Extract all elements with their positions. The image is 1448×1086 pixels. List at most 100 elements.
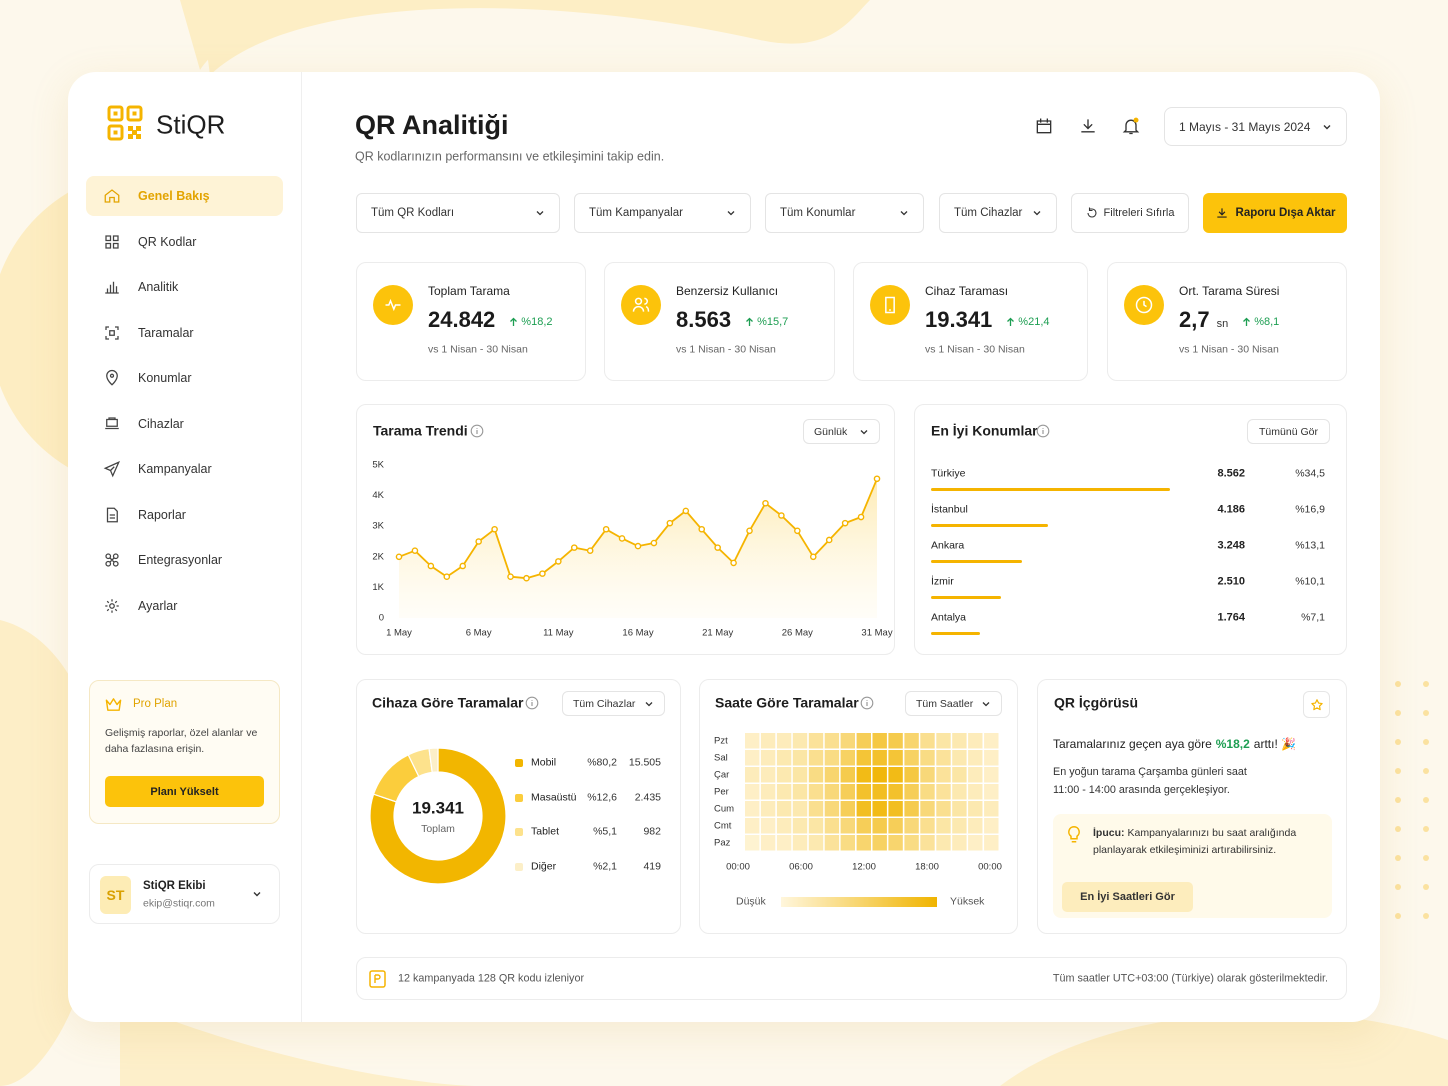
heat-cell: [792, 750, 808, 766]
heat-cell: [840, 784, 855, 800]
heat-cell: [856, 801, 871, 817]
y-tick-label: 5K: [372, 460, 384, 471]
heat-cell: [936, 818, 951, 834]
nav-item[interactable]: Cihazlar: [86, 404, 283, 444]
heat-cell: [968, 767, 983, 783]
period-dropdown[interactable]: Günlük: [803, 419, 880, 444]
legend-swatch: [515, 828, 523, 837]
heat-cell: [840, 835, 855, 851]
heat-cell: [760, 767, 776, 783]
download-icon[interactable]: [1078, 116, 1098, 136]
nav-item[interactable]: Ayarlar: [86, 586, 283, 626]
heat-cell: [952, 767, 967, 783]
trend-point: [618, 535, 626, 542]
heat-cell: [952, 801, 967, 817]
best-hours-button[interactable]: En İyi Saatleri Gör: [1062, 882, 1193, 912]
heat-cell: [936, 733, 951, 749]
calendar-icon[interactable]: [1034, 116, 1054, 136]
location-name: Ankara: [931, 539, 965, 552]
nav-item[interactable]: Konumlar: [86, 358, 283, 398]
heat-cell: [840, 733, 855, 749]
upgrade-button[interactable]: Planı Yükselt: [105, 776, 264, 807]
nav-item[interactable]: Kampanyalar: [86, 449, 283, 489]
filter-dropdown[interactable]: Tüm Konumlar: [765, 193, 924, 233]
date-range-picker[interactable]: 1 Mayıs - 31 Mayıs 2024: [1164, 107, 1347, 146]
nav-item[interactable]: Taramalar: [86, 313, 283, 353]
trend-point: [586, 547, 594, 554]
info-icon[interactable]: [470, 424, 484, 438]
device-dropdown[interactable]: Tüm Cihazlar: [562, 691, 665, 716]
nav-item[interactable]: Genel Bakış: [86, 176, 283, 216]
export-icon-path: [1216, 208, 1227, 218]
info-icon[interactable]: [525, 696, 539, 710]
hour-label: 18:00: [915, 862, 939, 873]
kpi-value: 2,7: [1179, 307, 1210, 332]
nav-label: Raporlar: [138, 507, 186, 522]
view-all-button[interactable]: Tümünü Gör: [1247, 419, 1330, 444]
filter-dropdown[interactable]: Tüm Kampanyalar: [574, 193, 751, 233]
kpi-icon-glyph: [632, 297, 650, 312]
notification-icon[interactable]: [1121, 116, 1141, 136]
heat-cell: [872, 733, 887, 749]
y-tick-label: 4K: [372, 490, 384, 501]
legend-count: 15.505: [628, 756, 661, 769]
footer-right: Tüm saatler UTC+03:00 (Türkiye) olarak g…: [1052, 972, 1328, 985]
heat-cell: [760, 733, 776, 749]
filter-dropdown[interactable]: Tüm Cihazlar: [939, 193, 1057, 233]
day-label: Per: [714, 787, 729, 798]
heat-cell: [760, 784, 776, 800]
heat-cell: [856, 784, 871, 800]
export-button[interactable]: Raporu Dışa Aktar: [1203, 193, 1347, 233]
location-share: %13,1: [1295, 539, 1325, 552]
nav-item[interactable]: Raporlar: [86, 495, 283, 535]
nav-icon: [103, 460, 121, 478]
heat-cell: [872, 784, 887, 800]
heat-cell: [776, 733, 792, 749]
kpi-icon-glyph: [885, 296, 895, 314]
heat-cell: [824, 784, 840, 800]
heat-cell: [968, 750, 983, 766]
footer-icon: [369, 970, 386, 988]
nav-item[interactable]: QR Kodlar: [86, 222, 283, 262]
kpi-comparison: vs 1 Nisan - 30 Nisan: [676, 343, 776, 356]
kpi-icon: [373, 285, 413, 325]
nav-icon: [105, 234, 119, 249]
hour-dropdown[interactable]: Tüm Saatler: [905, 691, 1002, 716]
reset-icon: [1086, 207, 1097, 218]
trend-point: [475, 538, 482, 545]
avatar-initials: ST: [106, 887, 125, 903]
insight-detail: En yoğun tarama Çarşamba günleri saat 11…: [1053, 766, 1247, 796]
hour-label: 06:00: [789, 862, 813, 873]
heat-cell: [776, 835, 792, 851]
reset-filters-button[interactable]: Filtreleri Sıfırla: [1071, 193, 1189, 233]
nav-item[interactable]: Analitik: [86, 267, 283, 307]
favorite-button[interactable]: [1303, 691, 1330, 718]
x-tick-label: 1 May: [386, 628, 412, 639]
button-label: Tümünü Gör: [1259, 425, 1318, 438]
heat-cell: [840, 750, 855, 766]
heat-cell: [872, 801, 887, 817]
kpi-icon-path: [885, 296, 895, 314]
location-bar: [931, 632, 981, 635]
heat-cell: [792, 733, 808, 749]
kpi-icon-path: [1135, 296, 1153, 314]
y-tick-label: 0: [379, 613, 384, 624]
heat-cell: [840, 801, 855, 817]
filter-dropdown[interactable]: Tüm QR Kodları: [356, 193, 560, 233]
heat-cell: [888, 733, 903, 749]
heat-cell: [984, 801, 999, 817]
location-name: Türkiye: [931, 467, 966, 480]
day-label: Pzt: [714, 736, 728, 747]
info-icon[interactable]: [1036, 424, 1050, 438]
user-box[interactable]: [89, 864, 280, 924]
heat-cell: [968, 835, 983, 851]
nav-item[interactable]: Entegrasyonlar: [86, 540, 283, 580]
heat-cell: [776, 750, 792, 766]
info-icon[interactable]: [860, 696, 874, 710]
trend-point: [411, 547, 419, 554]
trend-point: [682, 507, 690, 515]
trend-point: [873, 475, 881, 483]
x-tick-label: 21 May: [702, 628, 733, 639]
trend-point: [555, 558, 562, 565]
